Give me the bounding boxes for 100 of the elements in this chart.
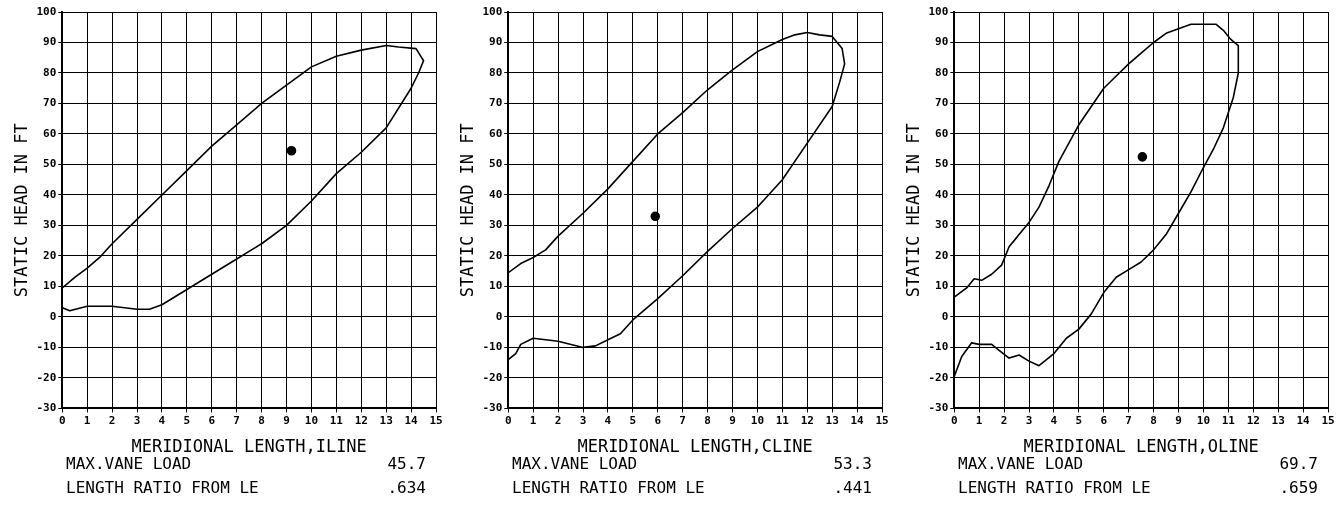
x-tick-label: 5 [629,413,637,427]
x-tick-label: 7 [233,413,240,427]
y-tick-label: 100 [36,4,57,18]
y-tick-label: 70 [489,96,503,110]
y-tick-label: 70 [43,96,57,110]
x-tick-label: 15 [429,413,443,427]
y-tick-label: 90 [43,35,57,49]
x-tick-label: 14 [1296,413,1311,427]
x-tick-label: 0 [504,413,512,427]
x-tick-label: 14 [404,413,419,427]
x-tick-label: 10 [750,413,765,427]
y-tick-label: 40 [43,187,57,201]
y-tick-label: 100 [928,4,949,18]
x-tick-label: 5 [1075,413,1083,427]
x-tick-label: 7 [679,413,686,427]
text: LENGTH RATIO FROM LE [512,477,706,499]
y-tick-label: -20 [482,370,503,384]
y-tick-label: 70 [935,96,949,110]
y-tick-label: -10 [928,340,949,354]
x-tick-label: 0 [58,413,66,427]
y-tick-label: 10 [935,279,949,293]
x-tick-label: 6 [208,413,216,427]
text: 53.3 [833,453,872,475]
y-tick-label: 50 [43,157,57,171]
x-tick-label: 14 [850,413,865,427]
y-tick-label: 30 [43,218,57,232]
x-tick-label: 15 [875,413,889,427]
x-tick-label: 0 [950,413,958,427]
x-tick-label: 2 [1000,413,1008,427]
y-axis-title: STATIC HEAD IN FT [456,123,477,298]
y-axis-title: STATIC HEAD IN FT [10,123,31,298]
x-tick-label: 13 [1271,413,1285,427]
y-tick-label: 80 [489,65,503,79]
y-tick-label: 80 [43,65,57,79]
y-axis-title: STATIC HEAD IN FT [902,123,923,298]
x-tick-label: 11 [775,413,790,427]
x-tick-label: 9 [1175,413,1182,427]
y-tick-label: 30 [935,218,949,232]
x-tick-label: 12 [354,413,368,427]
x-tick-label: 11 [329,413,344,427]
x-tick-label: 4 [1050,413,1058,427]
x-tick-label: 9 [283,413,290,427]
y-tick-label: 10 [489,279,503,293]
y-tick-label: 30 [489,218,503,232]
y-tick-label: -30 [928,401,949,415]
y-tick-label: 40 [935,187,949,201]
x-tick-label: 15 [1321,413,1335,427]
y-tick-label: -20 [928,370,949,384]
y-tick-label: 100 [482,4,503,18]
x-tick-label: 3 [579,413,587,427]
x-tick-label: 6 [1100,413,1108,427]
x-tick-label: 2 [554,413,562,427]
x-tick-label: 13 [825,413,839,427]
x-tick-label: 12 [1246,413,1260,427]
x-tick-label: 6 [654,413,662,427]
text: 69.7 [1279,453,1318,475]
y-tick-label: 20 [935,248,949,262]
y-tick-label: 80 [935,65,949,79]
x-tick-label: 1 [83,413,91,427]
x-tick-label: 3 [1025,413,1033,427]
y-tick-label: 0 [941,309,949,323]
x-tick-label: 5 [183,413,191,427]
x-tick-label: 8 [704,413,711,427]
x-tick-label: 2 [108,413,116,427]
x-tick-label: 3 [133,413,141,427]
y-tick-label: -30 [36,401,57,415]
x-tick-label: 4 [158,413,166,427]
y-tick-label: 50 [935,157,949,171]
y-tick-label: 20 [489,248,503,262]
x-tick-label: 7 [1125,413,1132,427]
y-tick-label: 0 [49,309,57,323]
y-tick-label: 90 [489,35,503,49]
y-tick-label: 0 [495,309,503,323]
text: .441 [833,477,872,499]
y-tick-label: -20 [36,370,57,384]
x-tick-label: 9 [729,413,736,427]
y-tick-label: 90 [935,35,949,49]
y-tick-label: 10 [43,279,57,293]
y-tick-label: 60 [935,126,949,140]
x-tick-label: 11 [1221,413,1236,427]
y-tick-label: 50 [489,157,503,171]
y-tick-label: -30 [482,401,503,415]
text: .634 [387,477,426,499]
x-tick-label: 1 [529,413,537,427]
x-tick-label: 12 [800,413,814,427]
y-tick-label: -10 [482,340,503,354]
text: .659 [1279,477,1318,499]
x-tick-label: 4 [604,413,612,427]
x-tick-label: 1 [975,413,983,427]
x-tick-label: 8 [258,413,265,427]
y-tick-label: 60 [489,126,503,140]
text: LENGTH RATIO FROM LE [958,477,1152,499]
y-tick-label: -10 [36,340,57,354]
y-tick-label: 20 [43,248,57,262]
x-tick-label: 8 [1150,413,1157,427]
x-tick-label: 13 [379,413,393,427]
x-tick-label: 10 [1196,413,1211,427]
x-tick-label: 10 [304,413,319,427]
y-tick-label: 60 [43,126,57,140]
text: 45.7 [387,453,426,475]
